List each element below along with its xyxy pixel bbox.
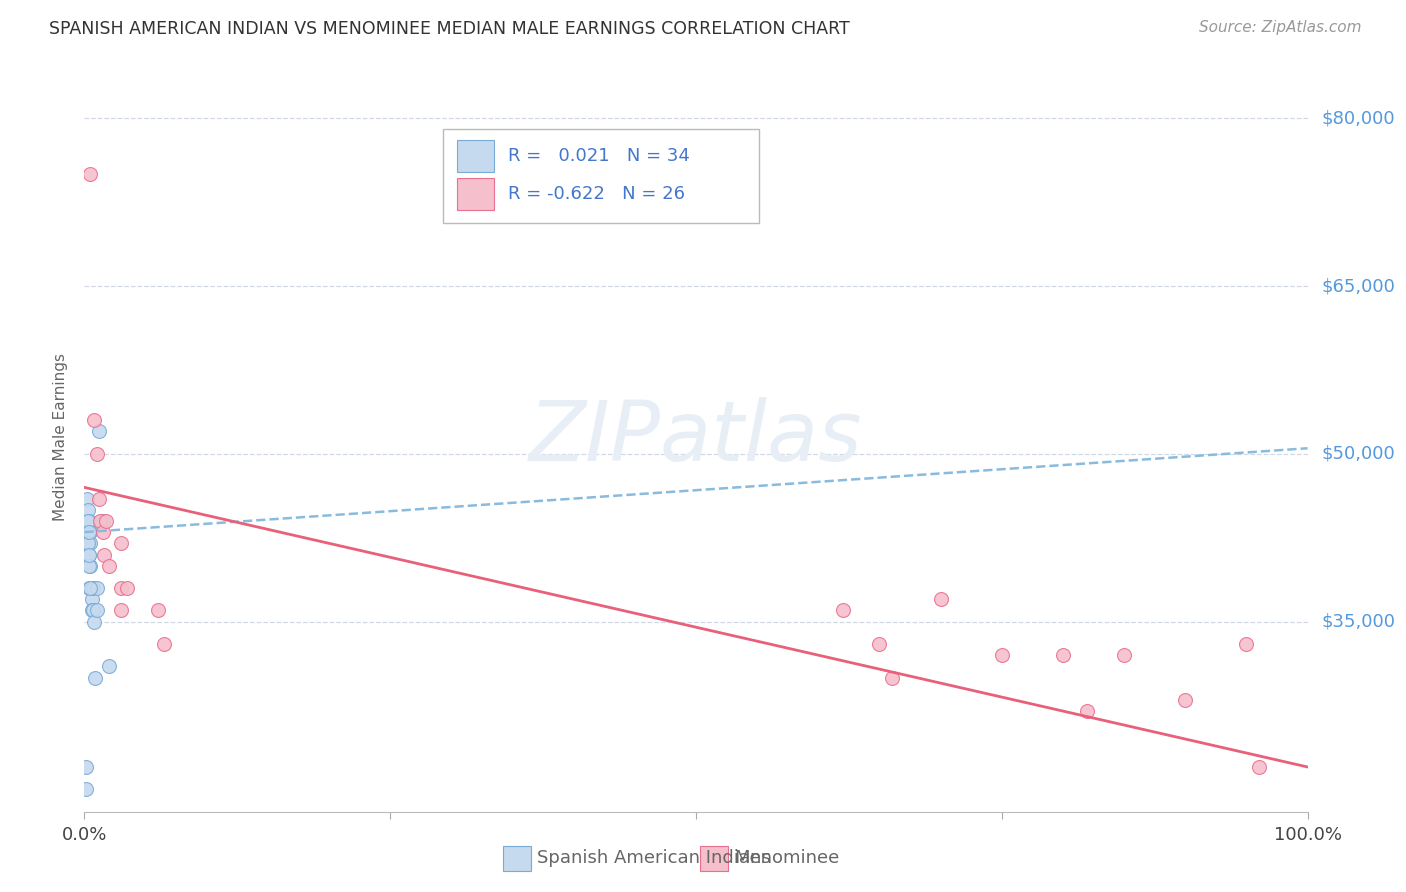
Point	[80, 592, 103, 607]
Point	[96, 514, 118, 528]
Text: R =   0.021   N = 34: R = 0.021 N = 34	[508, 147, 689, 165]
Point	[1076, 704, 1098, 718]
Point	[77, 525, 100, 540]
Point	[110, 603, 132, 617]
Y-axis label: Median Male Earnings: Median Male Earnings	[53, 353, 69, 521]
Point	[86, 447, 108, 461]
Point	[79, 525, 101, 540]
Point	[76, 525, 98, 540]
Point	[76, 491, 98, 506]
Point	[79, 581, 101, 595]
Point	[1114, 648, 1136, 662]
Point	[115, 581, 138, 595]
Point	[76, 514, 98, 528]
Point	[1247, 760, 1270, 774]
Point	[97, 659, 120, 673]
Text: $80,000: $80,000	[1322, 110, 1395, 128]
Point	[831, 603, 853, 617]
Point	[77, 514, 100, 528]
Point	[77, 558, 100, 573]
Text: SPANISH AMERICAN INDIAN VS MENOMINEE MEDIAN MALE EARNINGS CORRELATION CHART: SPANISH AMERICAN INDIAN VS MENOMINEE MED…	[49, 20, 851, 37]
Text: $35,000: $35,000	[1322, 613, 1396, 631]
Point	[75, 782, 97, 797]
Point	[83, 413, 105, 427]
Point	[86, 581, 108, 595]
Point	[91, 525, 114, 540]
Text: $65,000: $65,000	[1322, 277, 1395, 295]
Point	[77, 548, 100, 562]
Point	[110, 536, 132, 550]
Point	[80, 581, 103, 595]
Point	[77, 536, 100, 550]
Point	[110, 581, 132, 595]
Text: Spanish American Indians: Spanish American Indians	[537, 849, 770, 867]
Point	[82, 581, 104, 595]
Point	[153, 637, 176, 651]
Point	[880, 671, 903, 685]
Point	[79, 536, 101, 550]
Point	[77, 514, 100, 528]
Point	[1174, 693, 1197, 707]
Point	[75, 760, 97, 774]
Text: R = -0.622   N = 26: R = -0.622 N = 26	[508, 185, 685, 202]
Point	[77, 525, 100, 540]
Point	[929, 592, 952, 607]
Point	[80, 603, 103, 617]
Point	[89, 514, 111, 528]
Point	[77, 581, 100, 595]
Point	[91, 514, 114, 528]
Point	[77, 536, 100, 550]
Point	[82, 603, 104, 617]
Point	[1052, 648, 1074, 662]
Point	[77, 502, 100, 516]
Point	[97, 558, 120, 573]
Point	[84, 671, 107, 685]
Point	[86, 603, 108, 617]
Text: $50,000: $50,000	[1322, 445, 1395, 463]
Point	[79, 558, 101, 573]
Point	[87, 425, 110, 439]
Point	[869, 637, 891, 651]
Point	[79, 167, 101, 181]
Point	[77, 525, 100, 540]
Point	[77, 548, 100, 562]
Text: Menominee: Menominee	[734, 849, 839, 867]
Point	[77, 514, 100, 528]
Point	[83, 615, 105, 629]
Point	[87, 491, 110, 506]
Point	[146, 603, 169, 617]
Text: ZIPatlas: ZIPatlas	[529, 397, 863, 477]
Point	[990, 648, 1012, 662]
Point	[93, 548, 115, 562]
Point	[1234, 637, 1257, 651]
Text: Source: ZipAtlas.com: Source: ZipAtlas.com	[1198, 20, 1361, 35]
